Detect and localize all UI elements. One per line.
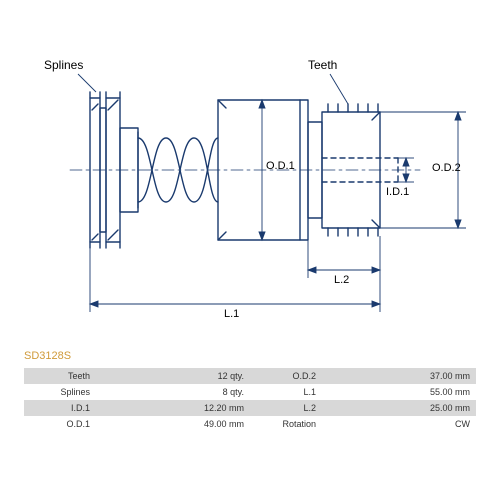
od2-label: O.D.2: [432, 162, 461, 174]
spec-key: O.D.1: [24, 419, 96, 429]
od1-label: O.D.1: [266, 160, 295, 172]
table-row: Splines 8 qty. L.1 55.00 mm: [24, 384, 476, 400]
spec-val: 12.20 mm: [96, 403, 250, 413]
part-number: SD3128S: [24, 350, 71, 362]
spec-val: 25.00 mm: [322, 403, 476, 413]
table-row: O.D.1 49.00 mm Rotation CW: [24, 416, 476, 432]
table-row: I.D.1 12.20 mm L.2 25.00 mm: [24, 400, 476, 416]
spec-key: Teeth: [24, 371, 96, 381]
technical-drawing: Splines Teeth O.D.1 I.D.1 O.D.2 L.2 L.1: [0, 0, 500, 350]
spec-val: 12 qty.: [96, 371, 250, 381]
spec-key: O.D.2: [250, 371, 322, 381]
table-row: Teeth 12 qty. O.D.2 37.00 mm: [24, 368, 476, 384]
spec-key: Rotation: [250, 419, 322, 429]
teeth-label: Teeth: [308, 58, 337, 72]
spec-key: Splines: [24, 387, 96, 397]
l2-label: L.2: [334, 274, 349, 286]
spec-val: 37.00 mm: [322, 371, 476, 381]
spec-val: 8 qty.: [96, 387, 250, 397]
splines-label: Splines: [44, 58, 83, 72]
spec-val: 55.00 mm: [322, 387, 476, 397]
spec-val: 49.00 mm: [96, 419, 250, 429]
spec-val: CW: [322, 419, 476, 429]
spec-key: L.1: [250, 387, 322, 397]
spec-key: L.2: [250, 403, 322, 413]
spec-table: Teeth 12 qty. O.D.2 37.00 mm Splines 8 q…: [24, 368, 476, 432]
id1-label: I.D.1: [386, 186, 409, 198]
l1-label: L.1: [224, 308, 239, 320]
spec-key: I.D.1: [24, 403, 96, 413]
